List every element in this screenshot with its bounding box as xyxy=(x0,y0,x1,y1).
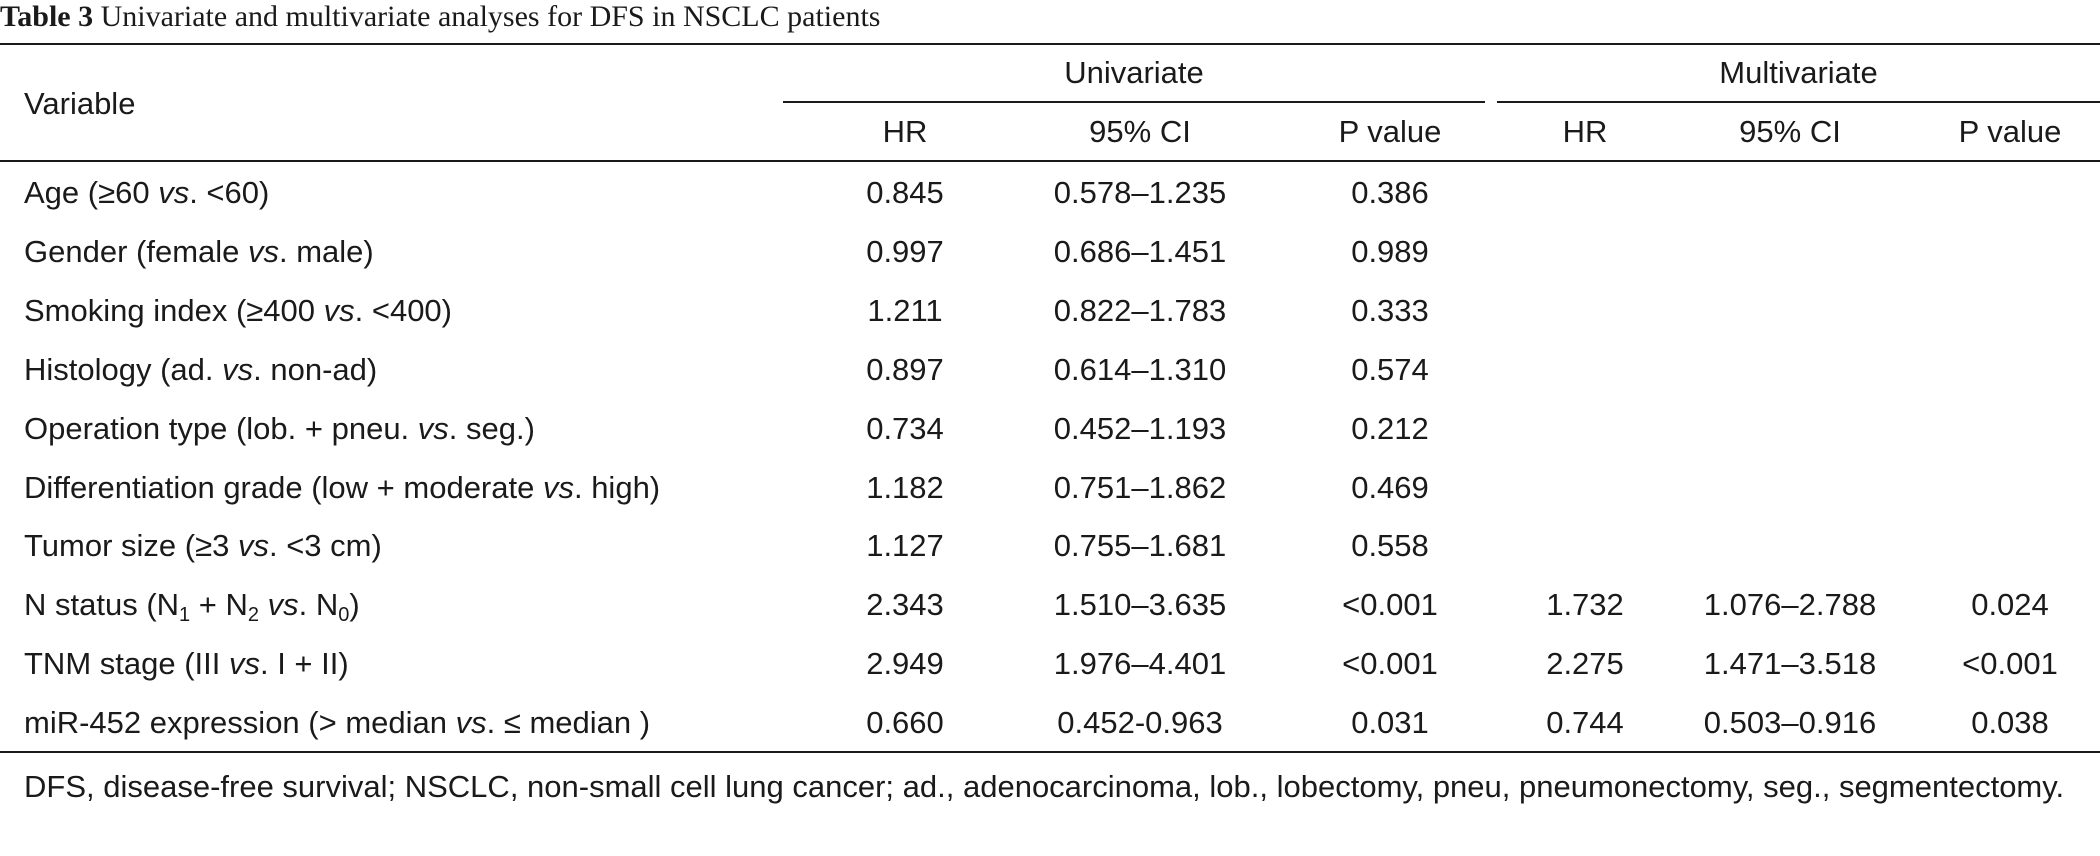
cell-uni-hr: 0.997 xyxy=(866,233,944,269)
cell-uni-ci: 0.578–1.235 xyxy=(1053,175,1227,210)
cell-multi-hr: 0.744 xyxy=(1546,705,1624,741)
cell-uni-p: 0.333 xyxy=(1351,292,1429,328)
cell-uni-p: 0.386 xyxy=(1351,175,1429,210)
cell-multi-p: <0.001 xyxy=(1962,646,2058,682)
cell-uni-ci: 1.976–4.401 xyxy=(1053,646,1227,682)
top-rule xyxy=(0,43,2100,45)
cell-uni-ci: 0.614–1.310 xyxy=(1053,351,1227,387)
row-label: Tumor size (≥3 vs. <3 cm) xyxy=(24,528,382,564)
cell-uni-p: 0.469 xyxy=(1351,469,1429,505)
row-label: Operation type (lob. + pneu. vs. seg.) xyxy=(24,410,535,446)
cell-multi-p: 0.024 xyxy=(1971,587,2049,623)
table-number: Table 3 xyxy=(0,0,94,33)
row-label: Differentiation grade (low + moderate vs… xyxy=(24,469,661,505)
cell-uni-ci: 0.452–1.193 xyxy=(1053,410,1227,446)
cell-uni-hr: 1.127 xyxy=(866,528,944,564)
header-group-univariate: Univariate xyxy=(1064,55,1204,90)
table-caption: Table 3 Univariate and multivariate anal… xyxy=(0,0,880,38)
row-label: miR-452 expression (> median vs. ≤ media… xyxy=(24,705,651,741)
header-uni-p: P value xyxy=(1338,114,1442,149)
row-label: TNM stage (III vs. I + II) xyxy=(24,646,349,682)
cell-uni-ci: 0.452-0.963 xyxy=(1057,705,1223,741)
cell-uni-hr: 2.343 xyxy=(866,587,944,623)
cell-uni-hr: 0.845 xyxy=(866,175,944,210)
cell-multi-hr: 1.732 xyxy=(1546,587,1624,623)
cell-multi-p: 0.038 xyxy=(1971,705,2049,741)
header-multi-ci: 95% CI xyxy=(1739,114,1841,149)
cell-uni-p: <0.001 xyxy=(1342,587,1438,623)
cell-multi-ci: 1.471–3.518 xyxy=(1703,646,1877,682)
cell-uni-p: 0.558 xyxy=(1351,528,1429,564)
cell-uni-hr: 0.660 xyxy=(866,705,944,741)
cell-uni-hr: 1.211 xyxy=(867,292,943,328)
cell-uni-ci: 0.751–1.862 xyxy=(1053,469,1227,505)
table-title: Univariate and multivariate analyses for… xyxy=(100,0,881,33)
cell-uni-hr: 0.897 xyxy=(866,351,944,387)
header-uni-hr: HR xyxy=(882,114,928,149)
cell-uni-p: 0.212 xyxy=(1351,410,1429,446)
cell-uni-ci: 0.686–1.451 xyxy=(1053,233,1227,269)
header-group-multivariate: Multivariate xyxy=(1719,55,1878,90)
row-label: Histology (ad. vs. non-ad) xyxy=(24,351,378,387)
cell-uni-hr: 1.182 xyxy=(866,469,944,505)
cell-multi-ci: 1.076–2.788 xyxy=(1703,587,1877,623)
cell-uni-ci: 0.822–1.783 xyxy=(1053,292,1227,328)
cell-uni-ci: 1.510–3.635 xyxy=(1053,587,1227,623)
multivariate-group-rule xyxy=(1497,101,2100,103)
header-multi-p: P value xyxy=(1958,114,2062,149)
row-label: Age (≥60 vs. <60) xyxy=(24,175,270,210)
header-uni-ci: 95% CI xyxy=(1089,114,1191,149)
table-footnote: DFS, disease-free survival; NSCLC, non-s… xyxy=(24,769,2065,804)
cell-uni-p: 0.989 xyxy=(1351,233,1429,269)
cell-uni-p: <0.001 xyxy=(1342,646,1438,682)
header-bottom-rule xyxy=(0,160,2100,162)
cell-uni-hr: 0.734 xyxy=(866,410,944,446)
header-multi-hr: HR xyxy=(1562,114,1608,149)
univariate-group-rule xyxy=(783,101,1485,103)
cell-uni-hr: 2.949 xyxy=(866,646,944,682)
row-label: N status (N1 + N2 vs. N0) xyxy=(24,587,360,627)
row-label: Smoking index (≥400 vs. <400) xyxy=(24,292,452,328)
cell-multi-ci: 0.503–0.916 xyxy=(1703,705,1877,741)
cell-uni-p: 0.031 xyxy=(1351,705,1429,741)
row-label: Gender (female vs. male) xyxy=(24,233,374,269)
cell-uni-ci: 0.755–1.681 xyxy=(1053,528,1227,564)
cell-multi-hr: 2.275 xyxy=(1546,646,1624,682)
table-bottom-rule xyxy=(0,751,2100,753)
cell-uni-p: 0.574 xyxy=(1351,351,1429,387)
header-variable: Variable xyxy=(24,86,136,121)
